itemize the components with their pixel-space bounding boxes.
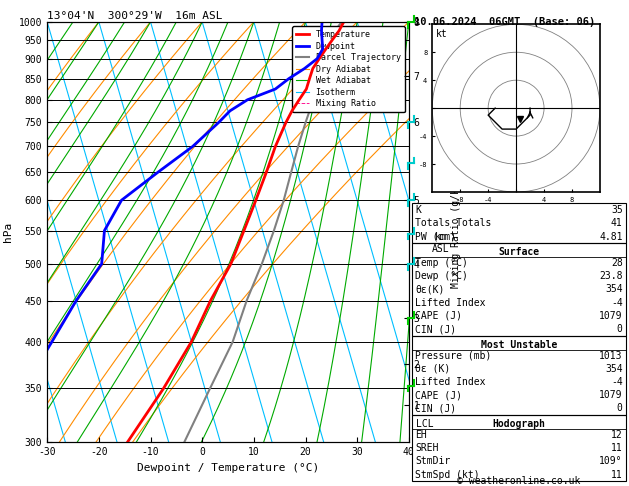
Text: Pressure (mb): Pressure (mb): [415, 350, 491, 361]
Text: Temp (°C): Temp (°C): [415, 258, 468, 268]
X-axis label: Dewpoint / Temperature (°C): Dewpoint / Temperature (°C): [137, 463, 319, 473]
Text: 23.8: 23.8: [599, 271, 623, 281]
Text: 1079: 1079: [599, 311, 623, 321]
Text: CAPE (J): CAPE (J): [415, 311, 462, 321]
Text: θε(K): θε(K): [415, 284, 445, 295]
Text: kt: kt: [436, 29, 447, 39]
Text: CAPE (J): CAPE (J): [415, 390, 462, 400]
Text: 11: 11: [611, 443, 623, 453]
Text: EH: EH: [415, 430, 427, 440]
Text: 41: 41: [611, 218, 623, 228]
Text: 0: 0: [617, 324, 623, 334]
Text: StmDir: StmDir: [415, 456, 450, 466]
Text: © weatheronline.co.uk: © weatheronline.co.uk: [457, 476, 581, 486]
Legend: Temperature, Dewpoint, Parcel Trajectory, Dry Adiabat, Wet Adiabat, Isotherm, Mi: Temperature, Dewpoint, Parcel Trajectory…: [292, 26, 404, 112]
Text: -4: -4: [611, 297, 623, 308]
Text: Dewp (°C): Dewp (°C): [415, 271, 468, 281]
Text: Hodograph: Hodograph: [493, 419, 545, 429]
Text: 12: 12: [611, 430, 623, 440]
Text: 1013: 1013: [599, 350, 623, 361]
Text: SREH: SREH: [415, 443, 438, 453]
Text: StmSpd (kt): StmSpd (kt): [415, 469, 480, 480]
Y-axis label: km
ASL: km ASL: [431, 232, 449, 254]
Text: PW (cm): PW (cm): [415, 231, 456, 242]
Text: 4.81: 4.81: [599, 231, 623, 242]
Text: Lifted Index: Lifted Index: [415, 297, 486, 308]
Text: CIN (J): CIN (J): [415, 324, 456, 334]
Text: LCL: LCL: [416, 419, 433, 429]
Text: 10.06.2024  06GMT  (Base: 06): 10.06.2024 06GMT (Base: 06): [414, 17, 595, 27]
Text: 13°04'N  300°29'W  16m ASL: 13°04'N 300°29'W 16m ASL: [47, 11, 223, 21]
Text: Lifted Index: Lifted Index: [415, 377, 486, 387]
Text: Most Unstable: Most Unstable: [481, 340, 557, 350]
Text: Totals Totals: Totals Totals: [415, 218, 491, 228]
Text: 11: 11: [611, 469, 623, 480]
Text: Surface: Surface: [498, 247, 540, 258]
Text: CIN (J): CIN (J): [415, 403, 456, 414]
Text: -4: -4: [611, 377, 623, 387]
Text: 28: 28: [611, 258, 623, 268]
Text: 0: 0: [617, 403, 623, 414]
Text: 35: 35: [611, 205, 623, 215]
Text: 354: 354: [605, 284, 623, 295]
Text: θε (K): θε (K): [415, 364, 450, 374]
Text: 354: 354: [605, 364, 623, 374]
Y-axis label: hPa: hPa: [3, 222, 13, 242]
Text: 1079: 1079: [599, 390, 623, 400]
Text: K: K: [415, 205, 421, 215]
Text: Mixing Ratio (g/kg): Mixing Ratio (g/kg): [451, 176, 461, 288]
Text: 109°: 109°: [599, 456, 623, 466]
